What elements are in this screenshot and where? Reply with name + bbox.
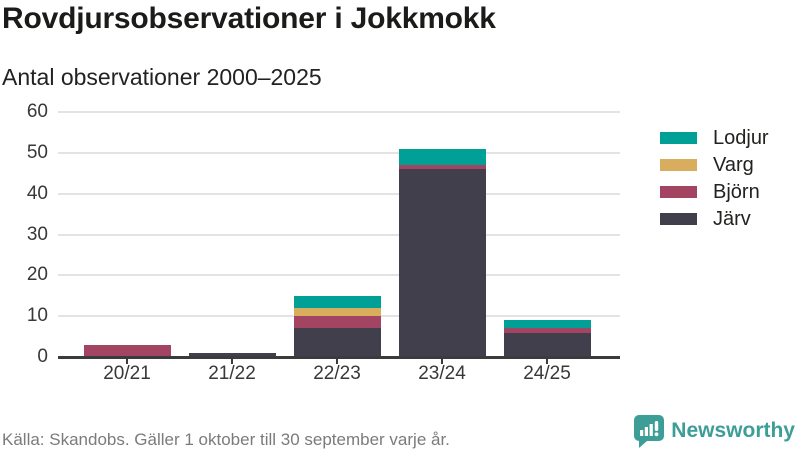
legend-swatch-varg <box>660 159 697 171</box>
chart-subtitle: Antal observationer 2000–2025 <box>2 64 322 90</box>
legend-swatch-jarv <box>660 213 697 225</box>
bar-24-25 <box>503 112 591 357</box>
bar-23-24 <box>398 112 486 357</box>
x-axis-tick <box>231 358 233 364</box>
bar-20-21 <box>83 112 171 357</box>
bar-segment-bjorn <box>83 344 171 357</box>
legend-item-varg: Varg <box>660 153 769 177</box>
gridline-y30 <box>58 233 620 236</box>
bar-segment-jarv <box>293 328 381 357</box>
bar-segment-lodjur <box>293 295 381 308</box>
newsworthy-speech-bubble-barchart-icon <box>634 415 665 448</box>
gridline-y40 <box>58 192 620 195</box>
legend-label-lodjur: Lodjur <box>713 126 769 149</box>
gridline-y60 <box>58 111 620 113</box>
newsworthy-wordmark: Newsworthy <box>671 419 795 442</box>
legend-label-varg: Varg <box>713 153 754 176</box>
x-axis-tick-label: 23/24 <box>418 363 466 384</box>
bar-segment-jarv <box>398 169 486 357</box>
x-axis-tick-label: 24/25 <box>523 363 571 384</box>
y-axis-tick-label: 30 <box>26 223 48 245</box>
bar-segment-lodjur <box>398 148 486 166</box>
legend-item-lodjur: Lodjur <box>660 126 769 150</box>
y-axis-tick-label: 50 <box>26 141 48 163</box>
gridline-y20 <box>58 274 620 277</box>
bar-segment-bjorn <box>293 316 381 329</box>
y-axis-tick-label: 60 <box>26 101 48 122</box>
bar-21-22 <box>188 112 276 357</box>
bar-segment-bjorn <box>503 328 591 333</box>
y-axis-tick-label: 40 <box>26 182 48 204</box>
x-axis-line <box>58 356 620 359</box>
bar-segment-jarv <box>188 352 276 357</box>
bar-segment-varg <box>293 308 381 317</box>
bar-segment-bjorn <box>398 165 486 170</box>
legend: Lodjur Varg Björn Järv <box>660 126 769 234</box>
newsworthy-logo-link[interactable]: Newsworthy <box>632 414 795 448</box>
bar-segment-jarv <box>503 332 591 357</box>
legend-label-jarv: Järv <box>713 207 751 230</box>
y-axis-tick-label: 10 <box>26 305 48 327</box>
x-axis-tick-label: 20/21 <box>103 363 151 384</box>
legend-swatch-lodjur <box>660 132 697 144</box>
x-axis-tick <box>336 358 338 364</box>
x-axis-tick-label: 22/23 <box>313 363 361 384</box>
legend-label-bjorn: Björn <box>713 180 760 203</box>
chart-title: Rovdjursobservationer i Jokkmokk <box>2 2 496 35</box>
legend-swatch-bjorn <box>660 186 697 198</box>
x-axis-tick <box>441 358 443 364</box>
x-axis-tick <box>546 358 548 364</box>
y-axis-tick-label: 20 <box>26 264 48 286</box>
bar-segment-lodjur <box>503 320 591 329</box>
x-axis-tick-label: 21/22 <box>208 363 256 384</box>
legend-item-bjorn: Björn <box>660 180 769 204</box>
y-axis-tick-label: 0 <box>37 346 48 367</box>
legend-item-jarv: Järv <box>660 207 769 231</box>
x-axis-tick <box>126 358 128 364</box>
gridline-y50 <box>58 151 620 154</box>
bar-22-23 <box>293 112 381 357</box>
source-note: Källa: Skandobs. Gäller 1 oktober till 3… <box>2 430 450 449</box>
plot-area <box>58 111 620 359</box>
